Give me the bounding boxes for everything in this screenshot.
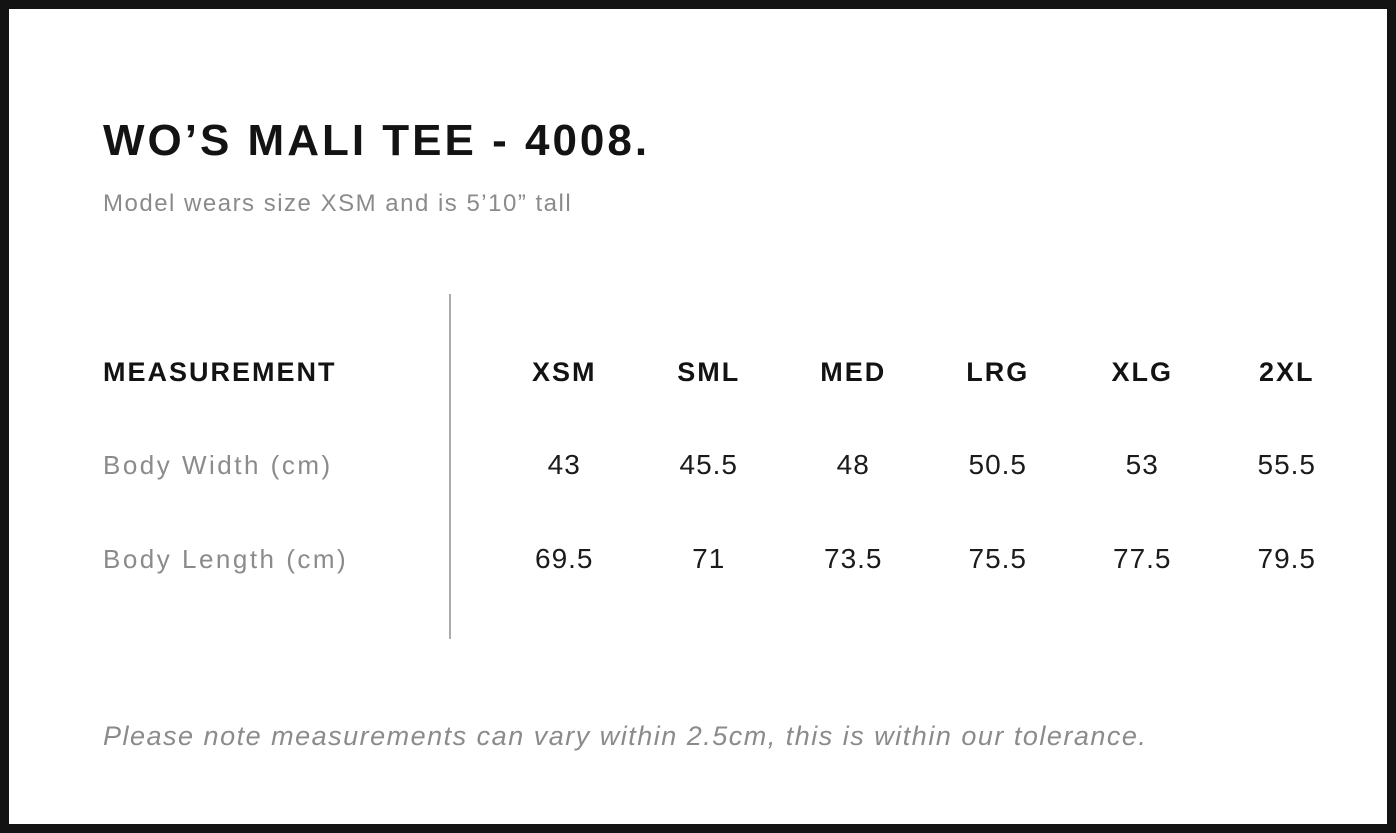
table-column-divider xyxy=(449,294,451,639)
body-width-value-med: 48 xyxy=(836,449,870,480)
size-header-xlg: XLG xyxy=(1111,357,1173,387)
body-length-value-2xl: 79.5 xyxy=(1257,543,1316,574)
page-title: WO’S MALI TEE - 4008. xyxy=(103,116,651,165)
row-label-body-width: Body Width (cm) xyxy=(103,450,333,480)
size-header-xsm: XSM xyxy=(531,357,597,387)
body-length-value-xlg: 77.5 xyxy=(1113,543,1172,574)
body-length-value-sml: 71 xyxy=(692,543,726,574)
body-width-value-lrg: 50.5 xyxy=(968,449,1027,480)
table-row-body-width: Body Width (cm) 43 45.5 48 50.5 53 55.5 xyxy=(103,449,1359,481)
size-header-2xl: 2XL xyxy=(1258,357,1315,387)
body-width-value-sml: 45.5 xyxy=(679,449,738,480)
size-header-lrg: LRG xyxy=(966,357,1030,387)
table-row-body-length: Body Length (cm) 69.5 71 73.5 75.5 77.5 … xyxy=(103,543,1359,575)
body-length-value-med: 73.5 xyxy=(824,543,883,574)
body-width-value-xsm: 43 xyxy=(547,449,581,480)
size-header-sml: SML xyxy=(677,357,741,387)
body-width-value-xlg: 53 xyxy=(1125,449,1159,480)
table-header-row: MEASUREMENT XSM SML MED LRG XLG 2XL xyxy=(103,357,1359,388)
model-size-note: Model wears size XSM and is 5’10” tall xyxy=(103,190,573,217)
size-header-med: MED xyxy=(820,357,887,387)
tolerance-note: Please note measurements can vary within… xyxy=(103,721,1148,751)
body-width-value-2xl: 55.5 xyxy=(1257,449,1316,480)
row-label-body-length: Body Length (cm) xyxy=(103,544,349,574)
size-chart-table: MEASUREMENT XSM SML MED LRG XLG 2XL Body… xyxy=(103,294,1359,639)
body-length-value-lrg: 75.5 xyxy=(968,543,1027,574)
measurement-column-header: MEASUREMENT xyxy=(103,357,337,387)
body-length-value-xsm: 69.5 xyxy=(535,543,594,574)
